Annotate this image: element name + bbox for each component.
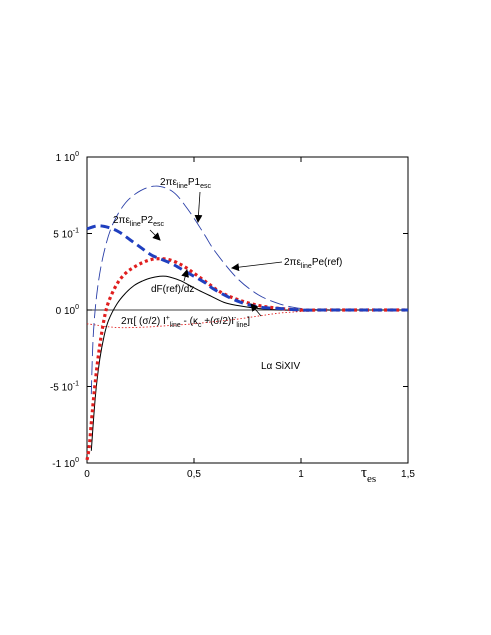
annotation-text-part: line [177,183,188,190]
annotation-arrow-pe_ref [231,261,283,272]
x-axis-label-subscript: es [367,473,376,485]
annotation-text-part: 2πε [160,177,177,188]
y-tick-label: 0 100 [56,304,79,317]
series-layer [85,185,408,461]
annotation-text-part: dF(ref)/dz [151,284,194,295]
y-tick-label-base: 0 10 [56,306,76,317]
annotation-text-part: - [234,315,237,322]
annotation-text-part: Pe(ref) [312,257,343,268]
annotation-text-part: line [236,322,247,329]
y-tick-label: -1 100 [52,457,79,470]
annotation-text-part: ] [247,316,250,327]
annotation-p1esc: 2πεlineP1esc [160,177,211,190]
y-tick-label: -5 10-1 [50,381,79,394]
y-tick-label-base: 1 10 [56,153,76,164]
annotation-text-part: line [130,221,141,228]
annotation-text-part: line [170,322,181,329]
annotation-dfdz: dF(ref)/dz [151,284,194,295]
annotation-text-part: c [198,322,202,329]
x-tick-label: 1 [298,469,304,480]
x-axis-ticks: 0 0,5 1 1,5 [84,157,415,480]
y-tick-label-base: 5 10 [53,230,73,241]
annotation-source: 2π[ (σ/2) I+line - (κc +(σ/2)I-line] [121,315,250,329]
y-tick-label: 1 100 [56,151,79,164]
annotation-text-part: 2πε [284,257,301,268]
series-line-p1esc [90,185,408,395]
annotation-text-part: line [301,263,312,270]
annotation-arrow-source [250,303,262,317]
annotation-p2esc: 2πεlineP2esc [113,215,164,228]
annotation-text-part: P1 [188,177,201,188]
y-tick-label: 5 10-1 [53,228,79,241]
y-tick-label-exponent: 0 [75,457,79,464]
annotation-text-part: +(σ/2)I [201,316,234,327]
x-tick-label: 1,5 [401,469,415,480]
x-axis-label: τes [361,465,376,485]
y-tick-label-base: -1 10 [52,459,75,470]
annotation-text-part: - (κ [181,316,199,327]
series-line-pe_ref [85,257,408,461]
annotation-text-part: + [166,315,170,322]
x-tick-label: 0,5 [187,469,201,480]
annotation-text-part: esc [200,183,211,190]
annotation-text-part: Lα SiXIV [261,361,300,372]
y-tick-label-exponent: 0 [75,151,79,158]
annotation-arrow-p1esc [194,191,203,223]
annotation-ion: Lα SiXIV [261,361,300,372]
y-tick-label-exponent: -1 [73,381,79,388]
annotation-arrow-p2esc [149,229,161,241]
annotation-text-part: esc [153,221,164,228]
y-tick-label-exponent: 0 [75,304,79,311]
annotation-text-part: 2π[ (σ/2) I [121,316,166,327]
annotation-layer: 2πεlineP1esc2πεlineP2esc2πεlinePe(ref)dF… [113,177,342,372]
y-tick-label-base: -5 10 [50,383,73,394]
x-tick-label: 0 [84,469,90,480]
annotation-text-part: 2πε [113,215,130,226]
y-tick-label-exponent: -1 [73,228,79,235]
annotation-pe_ref: 2πεlinePe(ref) [284,257,342,270]
annotation-arrow-dfdz [181,269,190,282]
annotation-text-part: P2 [141,215,154,226]
